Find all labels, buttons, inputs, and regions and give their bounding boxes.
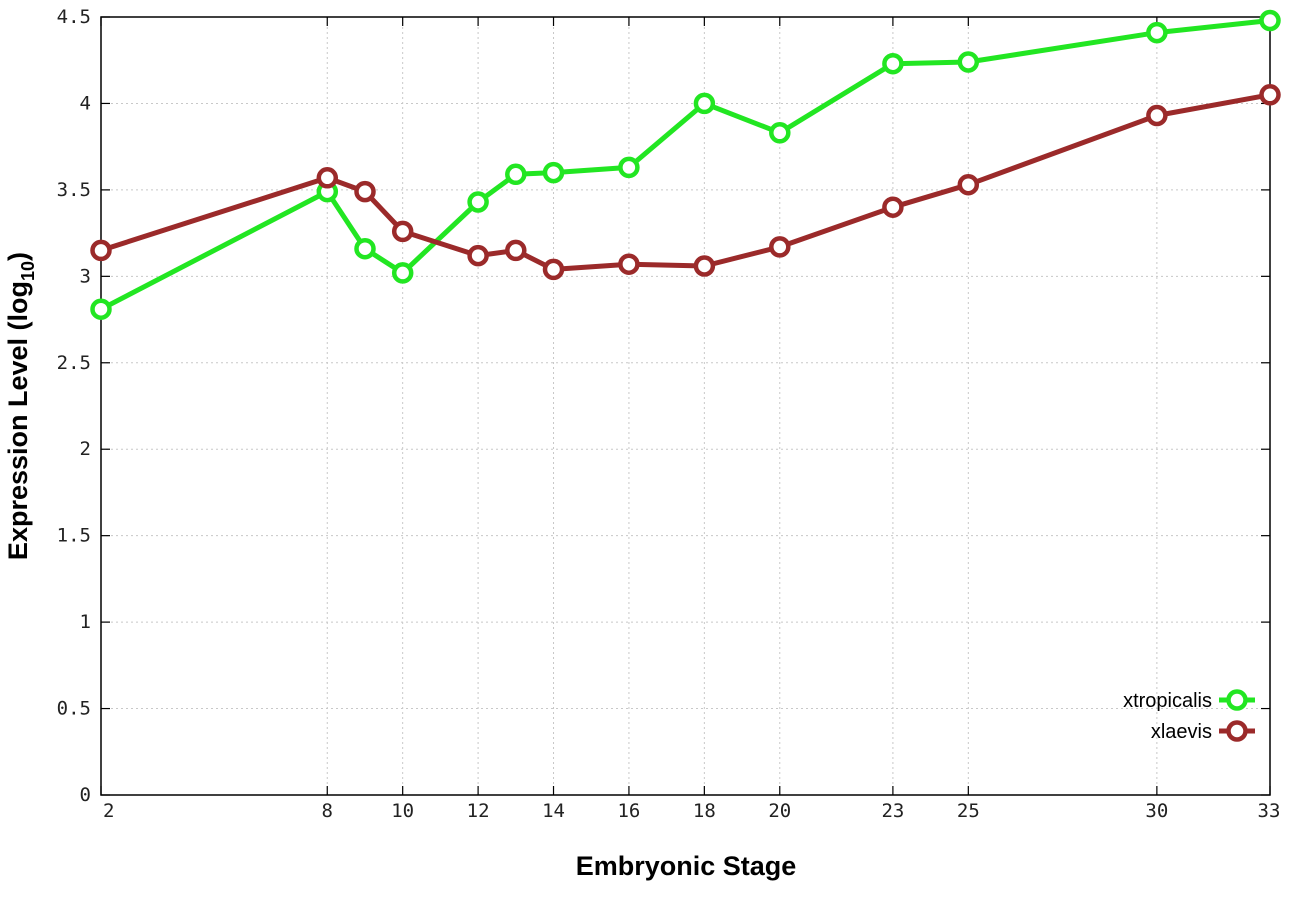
data-point xyxy=(693,255,716,277)
data-point xyxy=(505,163,527,186)
y-tick-label: 1.5 xyxy=(57,525,91,547)
data-point xyxy=(90,239,112,262)
data-point xyxy=(316,167,339,189)
legend-label: xtropicalis xyxy=(1123,690,1212,712)
data-point xyxy=(354,180,376,203)
data-point xyxy=(957,173,980,196)
y-tick-label: 0.5 xyxy=(57,698,91,720)
x-tick-label: 2 xyxy=(103,800,114,822)
y-tick-label: 3.5 xyxy=(57,179,91,201)
data-point xyxy=(957,51,980,73)
legend-item-xtropicalis: xtropicalis xyxy=(1123,689,1255,712)
x-tick-label: 12 xyxy=(467,800,490,822)
y-tick-label: 3 xyxy=(80,265,91,287)
y-tick-label: 1 xyxy=(80,611,91,633)
data-point xyxy=(769,122,791,144)
series-xtropicalis xyxy=(90,9,1281,320)
axis-ticks: 0 0.5 1 1.5 2 2.5 3 3.5 4 4.5 2 8 10 12 14 16 18 20 23 25 30… xyxy=(57,6,1281,822)
x-tick-label: 16 xyxy=(617,800,640,822)
data-point xyxy=(1259,9,1281,32)
x-tick-label: 30 xyxy=(1145,800,1168,822)
series-lines xyxy=(90,9,1281,320)
x-tick-label: 33 xyxy=(1258,800,1281,822)
data-point xyxy=(90,298,112,320)
data-point xyxy=(505,239,527,262)
legend-item-xlaevis: xlaevis xyxy=(1151,720,1255,743)
data-point xyxy=(467,244,489,267)
grid-lines xyxy=(101,17,1270,795)
data-point xyxy=(1146,21,1168,44)
data-point xyxy=(391,220,414,243)
data-point xyxy=(882,52,904,75)
legend-label: xlaevis xyxy=(1151,721,1212,743)
y-axis-title-close: ) xyxy=(3,252,33,261)
y-tick-label: 2.5 xyxy=(57,352,91,374)
data-point xyxy=(882,196,904,218)
y-tick-label: 0 xyxy=(80,784,91,806)
y-axis-title-main: Expression Level (log xyxy=(3,281,33,560)
legend: xtropicalis xlaevis xyxy=(1123,689,1255,743)
data-point xyxy=(354,237,376,260)
data-point xyxy=(1259,84,1281,106)
plot-frame xyxy=(100,16,1271,796)
data-point xyxy=(542,161,565,184)
y-axis-title: Expression Level (log10) xyxy=(3,252,38,560)
data-point xyxy=(542,258,565,281)
legend-marker-swatch xyxy=(1226,720,1248,742)
x-tick-label: 23 xyxy=(881,800,904,822)
x-axis-title: Embryonic Stage xyxy=(576,851,797,881)
data-point xyxy=(391,262,414,284)
y-tick-label: 2 xyxy=(80,438,91,460)
x-tick-label: 8 xyxy=(322,800,333,822)
legend-marker-swatch xyxy=(1226,689,1248,711)
y-tick-label: 4 xyxy=(80,92,91,114)
x-tick-label: 10 xyxy=(391,800,414,822)
x-tick-label: 14 xyxy=(542,800,565,822)
data-point xyxy=(467,191,489,213)
x-tick-label: 20 xyxy=(768,800,791,822)
x-tick-label: 25 xyxy=(957,800,980,822)
data-point xyxy=(618,253,640,275)
data-point xyxy=(1146,104,1168,127)
data-point xyxy=(693,92,716,115)
x-tick-label: 18 xyxy=(693,800,716,822)
y-tick-label: 4.5 xyxy=(57,6,91,28)
data-point xyxy=(769,236,791,258)
series-xlaevis xyxy=(90,84,1281,281)
data-point xyxy=(618,156,640,179)
y-axis-title-subscript: 10 xyxy=(18,261,38,281)
